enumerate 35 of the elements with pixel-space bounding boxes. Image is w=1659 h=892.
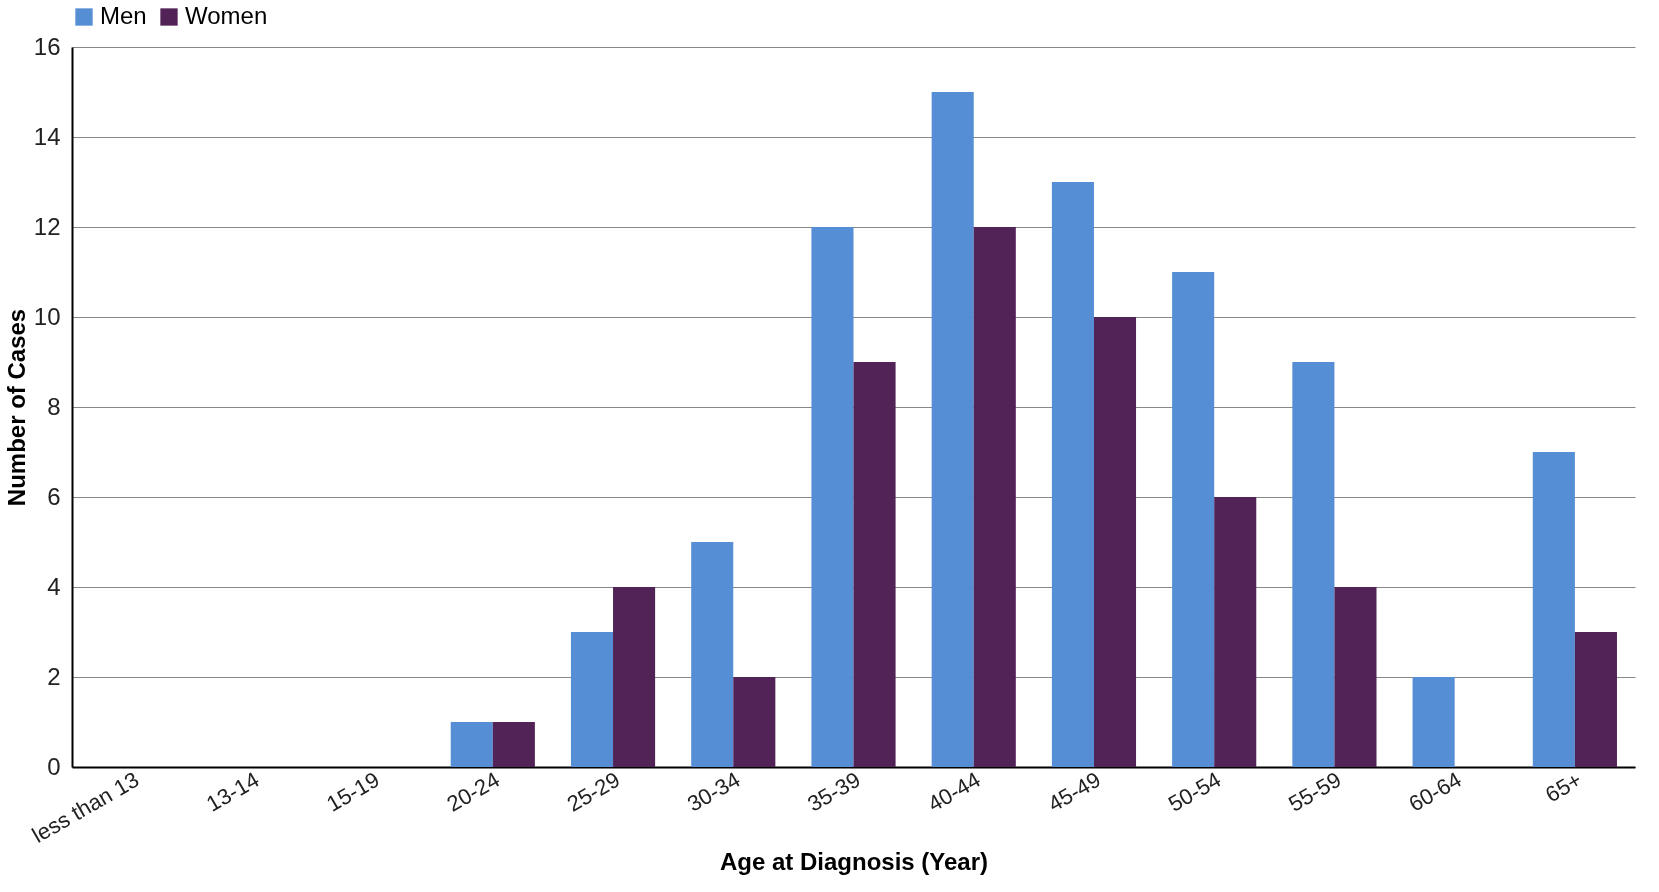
bar	[450, 722, 493, 767]
legend-label: Men	[100, 2, 147, 29]
x-tick-label: 45-49	[1043, 766, 1105, 817]
bar	[733, 677, 776, 767]
bar	[492, 722, 535, 767]
y-tick-label: 0	[47, 752, 61, 780]
bar	[931, 92, 974, 767]
y-axis-title: Number of Cases	[2, 308, 30, 507]
bar	[1051, 182, 1094, 767]
bar	[570, 632, 614, 767]
bar	[853, 362, 896, 767]
bar	[1214, 497, 1257, 767]
bar	[973, 227, 1016, 767]
bar	[811, 227, 854, 767]
bar	[1172, 272, 1215, 767]
y-tick-label: 12	[33, 212, 61, 240]
y-tick-label: 10	[33, 302, 61, 330]
bar	[1532, 452, 1575, 767]
x-tick-label: 40-44	[923, 766, 985, 817]
bar	[1574, 632, 1617, 767]
y-tick-label: 16	[33, 32, 61, 60]
bar	[613, 587, 656, 767]
y-tick-label: 14	[33, 122, 61, 150]
bar	[1412, 677, 1455, 767]
y-tick-label: 4	[47, 572, 61, 600]
y-tick-label: 8	[47, 392, 61, 420]
bar	[1093, 317, 1137, 767]
y-tick-label: 2	[47, 662, 61, 690]
bar	[1334, 587, 1377, 767]
legend-label: Women	[185, 2, 268, 29]
x-axis-title: Age at Diagnosis (Year)	[719, 848, 989, 875]
x-tick-label: 65+	[1541, 766, 1586, 808]
bar	[1292, 362, 1335, 767]
bar	[691, 542, 734, 767]
y-tick-label: 6	[47, 482, 61, 510]
